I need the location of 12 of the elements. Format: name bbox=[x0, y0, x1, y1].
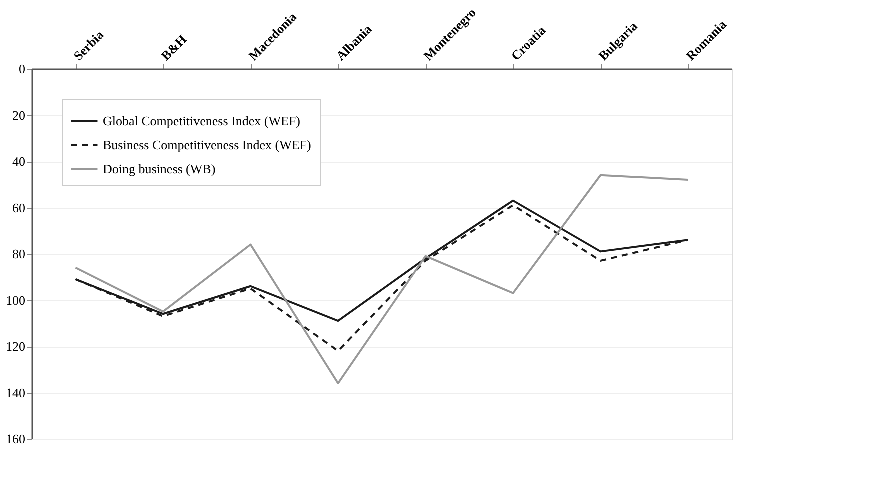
y-tick-label: 140 bbox=[6, 385, 26, 400]
y-tick-label: 40 bbox=[12, 154, 26, 169]
y-tick-label: 160 bbox=[6, 432, 26, 446]
legend-label: Doing business (WB) bbox=[103, 162, 216, 176]
y-tick-label: 0 bbox=[19, 62, 26, 76]
y-tick-label: 100 bbox=[6, 292, 26, 308]
y-tick-label: 20 bbox=[12, 108, 26, 123]
legend-label: Global Competitiveness Index (WEF) bbox=[103, 114, 300, 128]
y-tick-label: 80 bbox=[12, 246, 26, 262]
y-tick-label: 60 bbox=[12, 200, 26, 216]
y-tick-label: 120 bbox=[6, 339, 26, 354]
legend-label: Business Competitiveness Index (WEF) bbox=[103, 138, 312, 152]
